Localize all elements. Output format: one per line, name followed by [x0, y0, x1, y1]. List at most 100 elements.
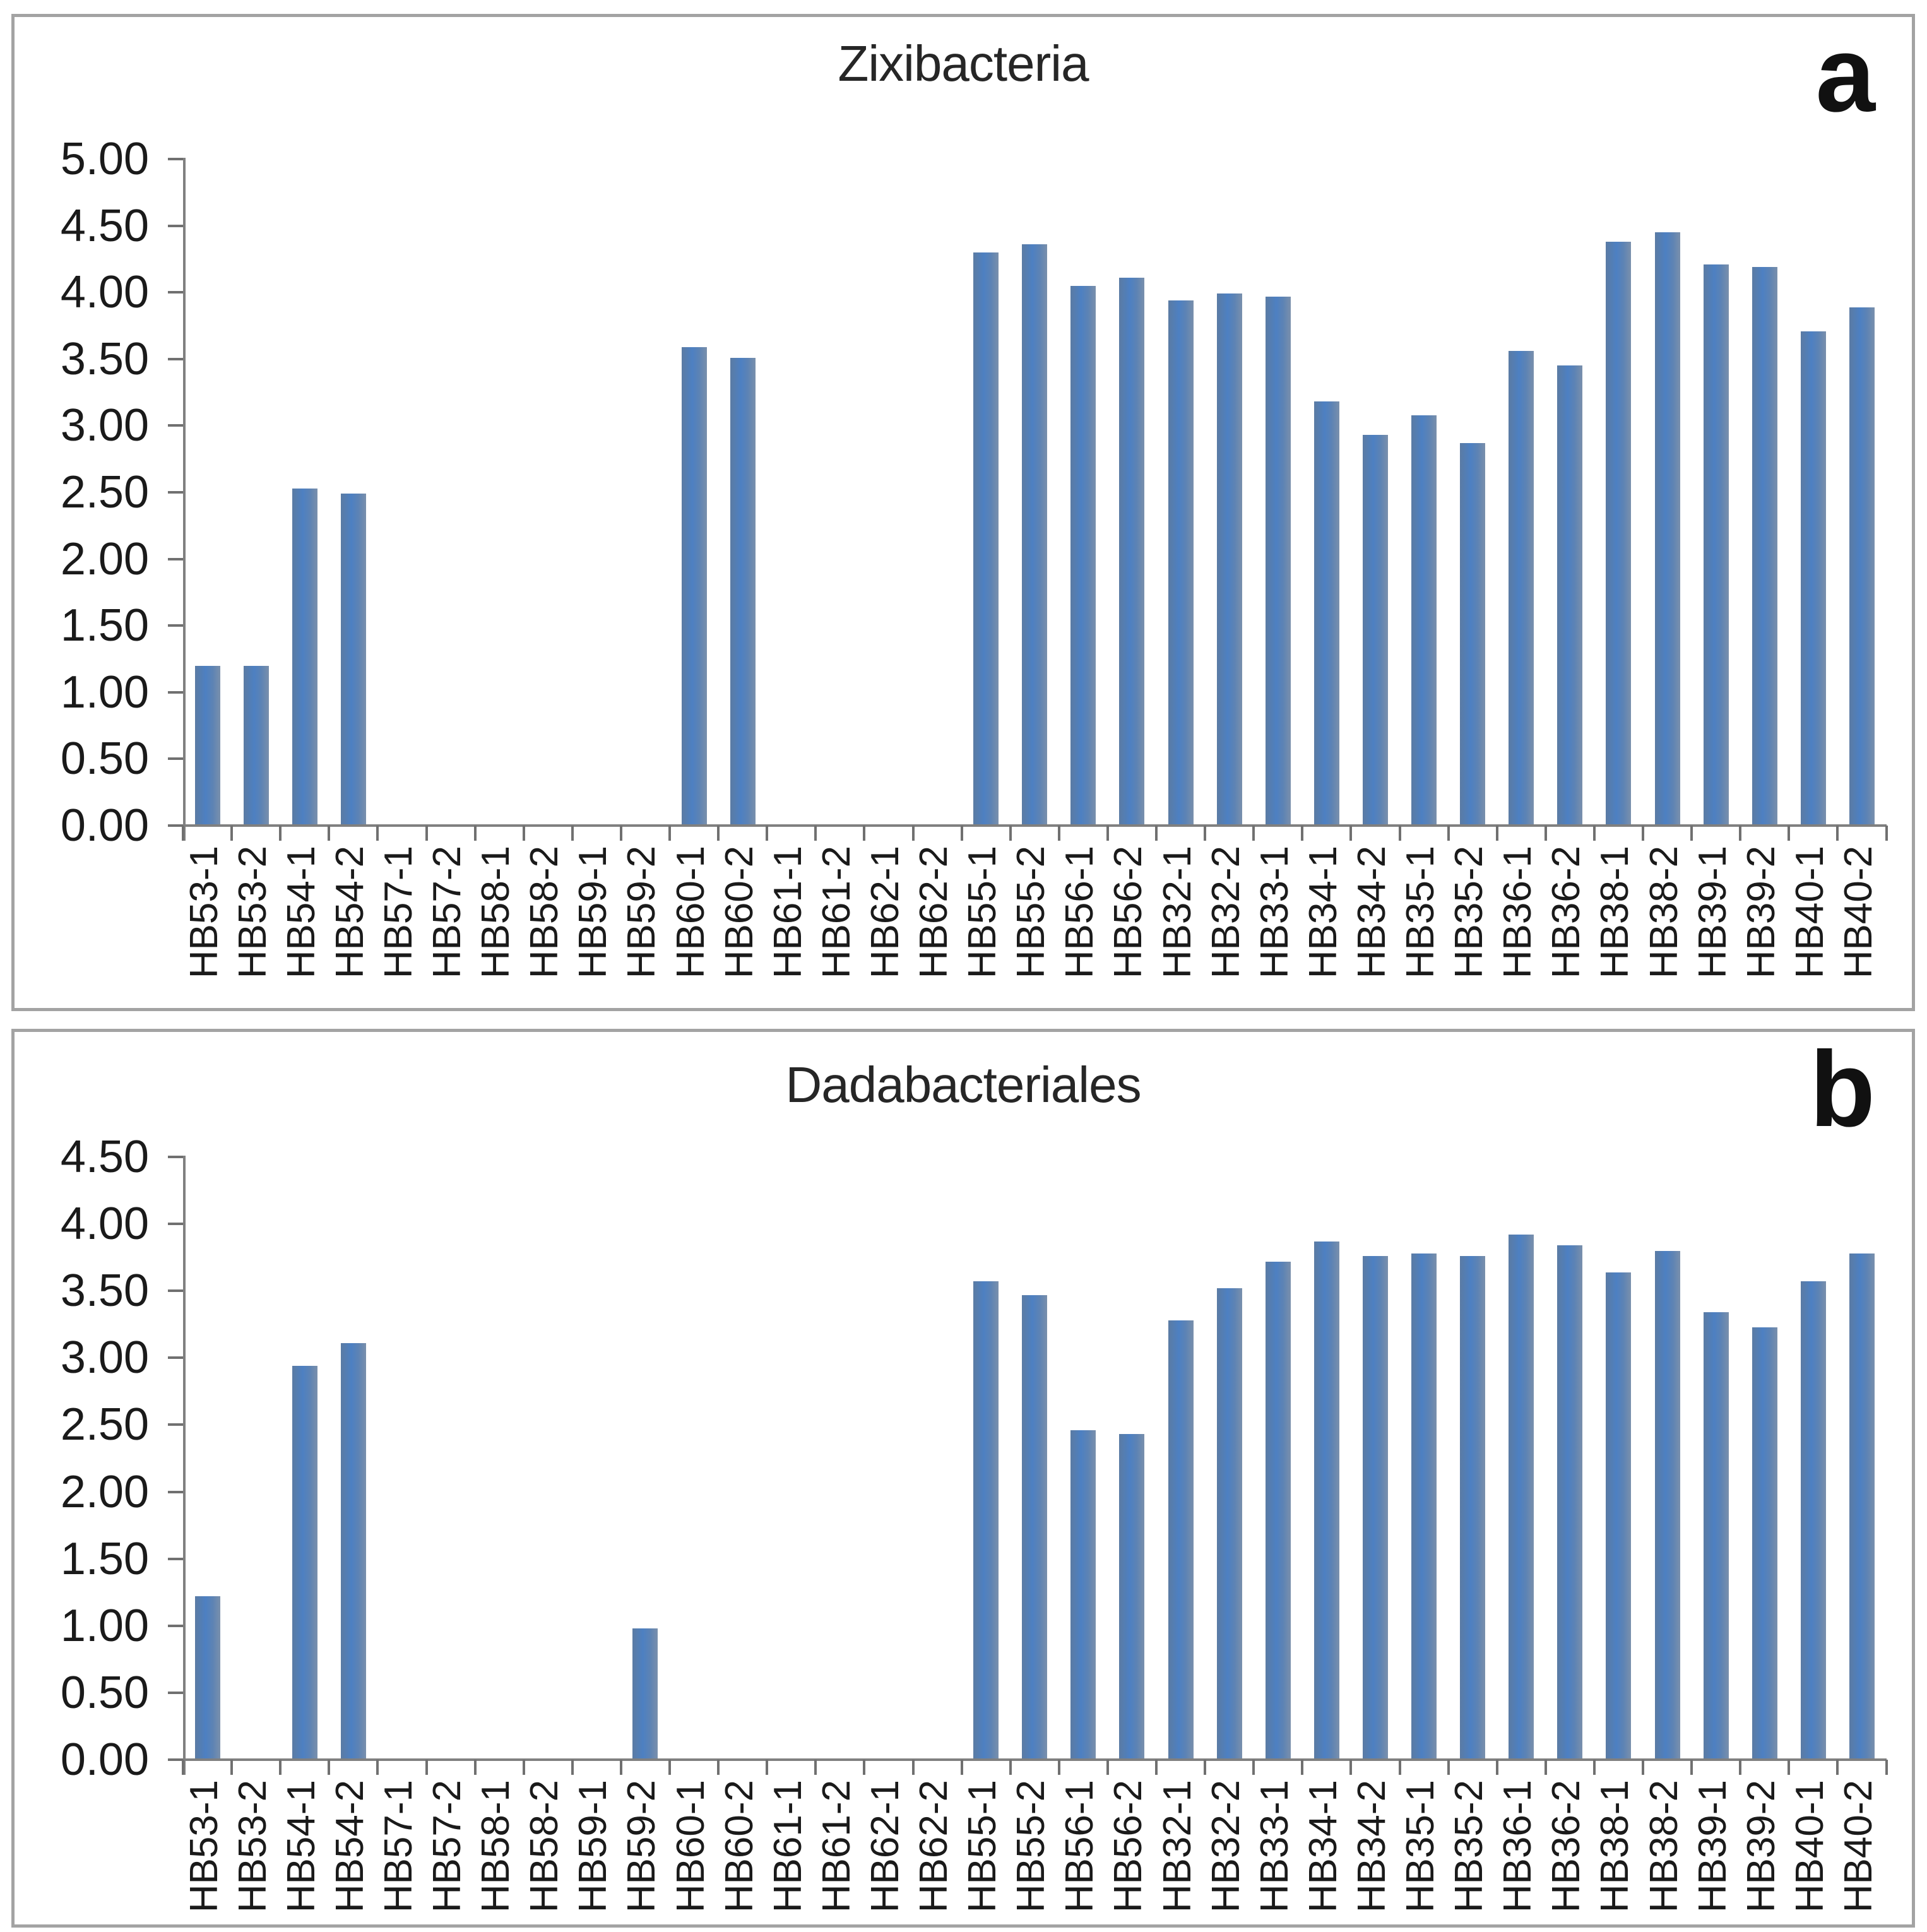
x-tick: [1106, 826, 1109, 841]
x-tick: [1788, 1760, 1791, 1775]
y-axis-line: [183, 158, 186, 841]
bar-HB54-2: [340, 494, 366, 824]
y-tick-label: 0.00: [60, 1734, 149, 1785]
y-tick: [168, 824, 183, 827]
x-tick-label: HB57-2: [425, 1780, 470, 1913]
x-tick: [1009, 1760, 1012, 1775]
y-tick: [168, 624, 183, 627]
panel-letter-a: a: [1815, 15, 1875, 134]
x-tick-label: HB32-2: [1204, 1780, 1248, 1913]
panel-b-dadabacteriales: Dadabacteriales b 4.50 4.00 3.50 3.00 2.50 2.…: [11, 1029, 1915, 1928]
y-tick-label: 2.00: [60, 533, 149, 584]
x-tick-label: HB55-2: [1009, 1780, 1053, 1913]
x-tick-label: HB38-2: [1642, 1780, 1686, 1913]
x-tick-label: HB32-1: [1155, 846, 1199, 979]
x-tick: [1885, 826, 1888, 841]
x-tick: [766, 826, 769, 841]
y-tick-label: 4.00: [60, 1199, 149, 1250]
x-tick: [911, 1760, 915, 1775]
x-tick: [376, 1760, 379, 1775]
bar-HB36-1: [1509, 351, 1534, 824]
x-tick-label: HB58-2: [523, 846, 567, 979]
bar-HB32-1: [1168, 1320, 1194, 1758]
bar-HB35-1: [1411, 415, 1437, 824]
x-tick: [1836, 826, 1839, 841]
x-tick: [1592, 1760, 1596, 1775]
x-tick-label: HB34-1: [1301, 846, 1345, 979]
bar-HB60-2: [730, 357, 756, 824]
x-tick-label: HB61-2: [814, 846, 858, 979]
bar-HB35-2: [1460, 1256, 1486, 1758]
x-tick: [425, 826, 428, 841]
bar-HB35-1: [1411, 1253, 1437, 1758]
bar-HB34-2: [1362, 1256, 1388, 1758]
bar-HB35-2: [1460, 442, 1486, 824]
y-tick-label: 2.50: [60, 1399, 149, 1450]
bar-HB36-2: [1557, 1245, 1583, 1758]
x-tick-label: HB62-2: [912, 1780, 956, 1913]
x-tick: [619, 1760, 622, 1775]
y-tick-label: 1.50: [60, 1533, 149, 1584]
x-tick-label: HB55-1: [961, 846, 1005, 979]
x-tick-label: HB57-1: [376, 1780, 420, 1913]
y-tick: [168, 557, 183, 560]
bar-HB55-2: [1022, 1295, 1048, 1758]
bar-HB56-2: [1119, 1434, 1145, 1758]
panel-a-zixibacteria: Zixibacteria a 5.00 4.50 4.00 3.50 3.00 2.50 2…: [11, 14, 1915, 1011]
y-tick-label: 2.50: [60, 467, 149, 518]
bar-HB38-2: [1654, 1250, 1680, 1758]
x-tick: [522, 1760, 525, 1775]
chart-title-dadabacteriales: Dadabacteriales: [785, 1057, 1141, 1113]
x-tick-label: HB36-2: [1545, 846, 1589, 979]
y-tick-label: 0.50: [60, 1667, 149, 1718]
x-tick: [960, 826, 963, 841]
x-tick: [1836, 1760, 1839, 1775]
x-tick: [1009, 826, 1012, 841]
y-tick: [168, 1223, 183, 1226]
x-tick: [814, 826, 817, 841]
x-tick: [668, 826, 671, 841]
bar-HB38-2: [1654, 232, 1680, 824]
x-tick-label: HB34-1: [1301, 1780, 1345, 1913]
x-tick: [1252, 826, 1255, 841]
bar-HB40-2: [1849, 1253, 1875, 1758]
x-tick-label: HB38-2: [1642, 846, 1686, 979]
x-tick: [1885, 1760, 1888, 1775]
bar-HB54-2: [340, 1343, 366, 1758]
x-tick-label: HB33-1: [1252, 1780, 1296, 1913]
x-tick-label: HB40-2: [1836, 1780, 1880, 1913]
x-tick: [1155, 826, 1158, 841]
x-tick: [960, 1760, 963, 1775]
y-tick-label: 1.00: [60, 1600, 149, 1651]
x-tick-label: HB56-1: [1058, 846, 1102, 979]
bar-HB39-2: [1752, 267, 1777, 824]
x-tick-label: HB36-1: [1496, 1780, 1540, 1913]
bar-HB33-1: [1265, 296, 1291, 824]
x-tick-label: HB36-1: [1496, 846, 1540, 979]
bar-HB56-1: [1070, 1430, 1096, 1758]
x-tick-label: HB55-2: [1009, 846, 1053, 979]
y-tick-label: 3.50: [60, 1265, 149, 1317]
x-tick: [230, 1760, 234, 1775]
x-tick: [1204, 826, 1207, 841]
x-tick-label: HB53-1: [182, 846, 226, 979]
x-tick: [1495, 1760, 1498, 1775]
y-tick: [168, 1289, 183, 1293]
x-tick: [1447, 826, 1450, 841]
bar-HB60-1: [681, 347, 707, 824]
x-tick: [1690, 826, 1693, 841]
x-tick-label: HB38-1: [1593, 1780, 1637, 1913]
x-tick: [1739, 826, 1742, 841]
bar-HB39-2: [1752, 1327, 1777, 1758]
y-tick-label: 0.50: [60, 733, 149, 785]
y-tick: [168, 1691, 183, 1694]
x-tick-label: HB54-1: [279, 1780, 323, 1913]
x-tick-label: HB60-2: [717, 846, 761, 979]
x-tick: [1301, 1760, 1304, 1775]
x-tick: [1398, 826, 1401, 841]
y-tick: [168, 1156, 183, 1158]
x-tick-label: HB39-2: [1739, 1780, 1783, 1913]
x-tick: [1301, 826, 1304, 841]
y-tick-label: 2.00: [60, 1466, 149, 1517]
y-tick: [168, 224, 183, 227]
